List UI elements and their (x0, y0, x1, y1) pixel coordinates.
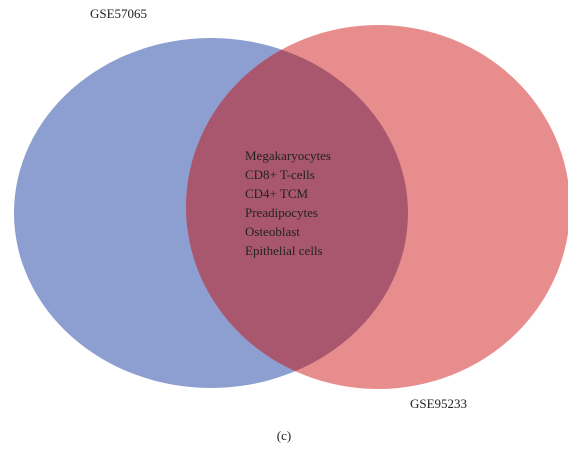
item-label: Megakaryocytes (245, 148, 331, 163)
item-label: CD4+ TCM (245, 186, 309, 201)
item-label: Epithelial cells (245, 243, 323, 258)
set-label: GSE57065 (90, 6, 147, 21)
item-label: Osteoblast (245, 224, 300, 239)
caption: (c) (277, 428, 291, 443)
intersection-items: Megakaryocytes CD8+ T-cells CD4+ TCM Preadi… (245, 148, 331, 258)
item-label: Preadipocytes (245, 205, 318, 220)
set-label: GSE95233 (410, 396, 467, 411)
intersection (186, 38, 408, 388)
item-label: CD8+ T-cells (245, 167, 315, 182)
